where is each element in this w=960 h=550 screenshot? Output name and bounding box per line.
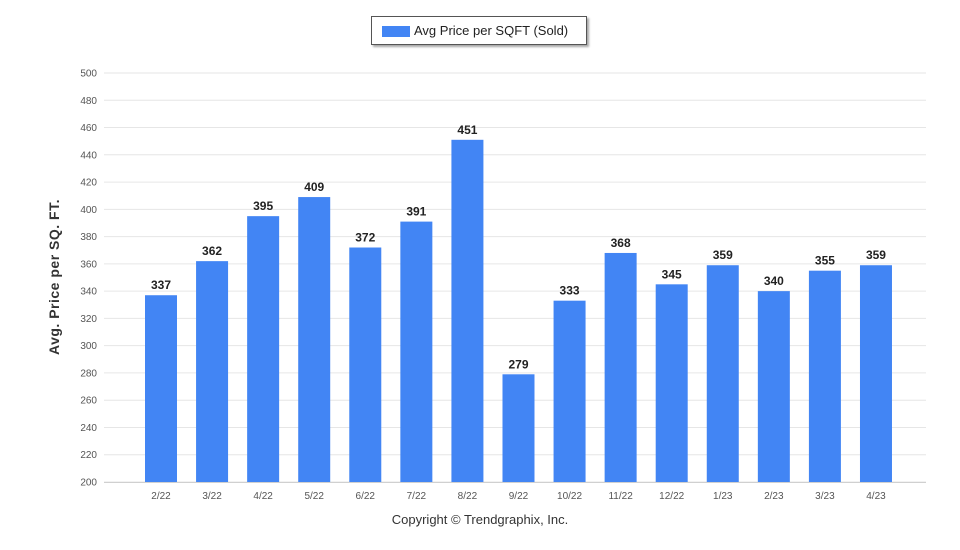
x-tick-label: 1/23 (713, 491, 733, 502)
y-tick-label: 260 (80, 396, 97, 407)
x-tick-label: 3/22 (202, 491, 222, 502)
bar (451, 139, 484, 482)
x-tick-label: 8/22 (458, 491, 478, 502)
x-tick-label: 5/22 (304, 491, 324, 502)
y-tick-label: 400 (80, 205, 97, 216)
bar (400, 221, 433, 482)
bar (247, 216, 280, 482)
data-label: 355 (815, 254, 835, 268)
y-tick-label: 340 (80, 287, 97, 298)
x-tick-label: 2/22 (151, 491, 171, 502)
x-tick-label: 7/22 (407, 491, 427, 502)
data-label: 333 (560, 284, 580, 298)
bar (553, 300, 586, 482)
y-tick-label: 360 (80, 259, 97, 270)
bar (196, 261, 229, 482)
x-tick-label: 4/23 (866, 491, 886, 502)
y-tick-label: 460 (80, 123, 97, 134)
x-tick-label: 10/22 (557, 491, 582, 502)
data-label: 359 (713, 248, 733, 262)
bar (502, 374, 535, 482)
chart-legend: Avg Price per SQFT (Sold) (371, 16, 587, 45)
y-tick-label: 380 (80, 232, 97, 243)
bar (706, 265, 739, 482)
bar (298, 197, 331, 482)
x-tick-label: 12/22 (659, 491, 684, 502)
data-label: 340 (764, 274, 784, 288)
data-label: 372 (355, 231, 375, 245)
legend-swatch (382, 26, 410, 37)
data-label: 451 (457, 123, 477, 137)
data-label: 391 (406, 205, 426, 219)
y-tick-label: 500 (80, 69, 97, 80)
data-label: 368 (611, 236, 631, 250)
x-tick-label: 11/22 (608, 491, 633, 502)
y-tick-label: 300 (80, 341, 97, 352)
data-label: 409 (304, 180, 324, 194)
x-tick-label: 9/22 (509, 491, 529, 502)
y-tick-label: 480 (80, 96, 97, 107)
x-tick-label: 2/23 (764, 491, 784, 502)
x-tick-label: 3/23 (815, 491, 835, 502)
bar (859, 265, 892, 482)
data-label: 395 (253, 199, 273, 213)
bar (808, 270, 841, 482)
data-label: 345 (662, 267, 682, 281)
y-tick-label: 420 (80, 178, 97, 189)
y-tick-label: 320 (80, 314, 97, 325)
y-tick-label: 240 (80, 423, 97, 434)
data-label: 359 (866, 248, 886, 262)
y-tick-label: 220 (80, 450, 97, 461)
y-tick-label: 280 (80, 368, 97, 379)
bar (757, 291, 790, 482)
copyright-text: Copyright © Trendgraphix, Inc. (391, 512, 569, 527)
x-tick-label: 6/22 (356, 491, 376, 502)
bar (349, 247, 382, 482)
y-tick-label: 200 (80, 478, 97, 489)
legend-label: Avg Price per SQFT (Sold) (414, 23, 569, 38)
data-label: 279 (508, 357, 528, 371)
bar (145, 295, 177, 482)
bar (604, 252, 637, 482)
x-tick-label: 4/22 (253, 491, 273, 502)
bar (655, 284, 688, 482)
data-label: 362 (202, 244, 222, 258)
y-tick-label: 440 (80, 150, 97, 161)
data-label: 337 (151, 278, 171, 292)
